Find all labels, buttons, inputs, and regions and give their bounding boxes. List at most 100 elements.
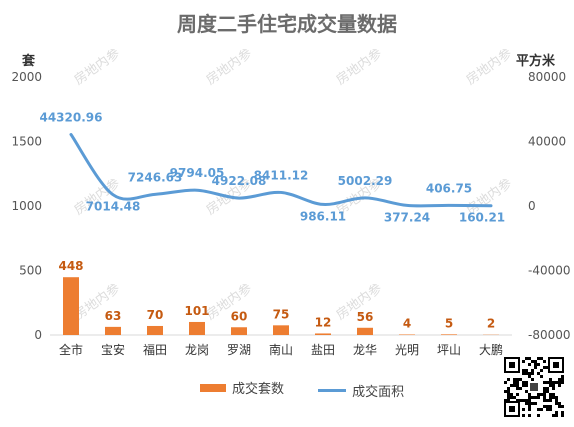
qr-module — [528, 375, 531, 378]
bar-label-4: 60 — [231, 309, 248, 323]
qr-module — [558, 381, 561, 384]
watermark-0: 房地内参 — [71, 45, 123, 88]
bar-label-9: 5 — [445, 316, 453, 330]
qr-module — [552, 384, 555, 387]
qr-module — [537, 357, 540, 360]
qr-module — [522, 381, 525, 384]
right-tick-label-2: 0 — [528, 199, 536, 213]
bar-label-0: 448 — [58, 259, 83, 273]
legend-item-bars: 成交套数 — [200, 378, 284, 397]
qr-module — [549, 381, 552, 384]
qr-module — [546, 405, 549, 408]
qr-module — [549, 405, 552, 408]
qr-module — [537, 396, 540, 399]
qr-module — [519, 378, 522, 381]
qr-module — [546, 381, 549, 384]
qr-module — [528, 393, 531, 396]
qr-module — [555, 402, 558, 405]
qr-module — [561, 378, 564, 381]
qr-module — [504, 381, 507, 384]
qr-module — [516, 381, 519, 384]
qr-module — [543, 399, 546, 402]
qr-module — [507, 399, 510, 402]
watermark-3: 房地内参 — [463, 45, 515, 88]
qr-module — [528, 357, 531, 360]
legend-swatch-bars — [200, 383, 226, 392]
bar-2 — [147, 325, 163, 335]
qr-module — [552, 381, 555, 384]
legend-item-line: 成交面积 — [318, 381, 404, 400]
qr-module — [555, 396, 558, 399]
left-tick-label-3: 1500 — [11, 135, 42, 149]
left-tick-label-0: 0 — [34, 328, 42, 342]
qr-module — [561, 405, 564, 408]
qr-module — [534, 363, 537, 366]
qr-module — [543, 396, 546, 399]
qr-module — [513, 378, 516, 381]
qr-module — [510, 393, 513, 396]
qr-module — [528, 414, 531, 417]
qr-module — [534, 360, 537, 363]
qr-module — [543, 393, 546, 396]
qr-module — [537, 414, 540, 417]
qr-module — [553, 362, 559, 368]
qr-module — [516, 387, 519, 390]
legend-swatch-line — [318, 388, 347, 392]
qr-module — [540, 357, 543, 360]
line-label-8: 377.24 — [384, 210, 430, 224]
qr-module — [525, 384, 528, 387]
watermark-1: 房地内参 — [203, 45, 255, 88]
bar-4 — [231, 327, 247, 335]
line-label-6: 986.11 — [300, 209, 346, 223]
qr-module — [522, 408, 525, 411]
qr-module — [510, 384, 513, 387]
qr-module — [531, 396, 534, 399]
qr-module — [528, 405, 531, 408]
line-label-1: 7014.48 — [86, 200, 141, 214]
left-tick-label-1: 500 — [19, 264, 42, 278]
category-label-9: 坪山 — [437, 343, 461, 357]
bar-8 — [399, 334, 415, 335]
qr-module — [558, 378, 561, 381]
category-label-6: 盐田 — [311, 343, 335, 357]
qr-module — [507, 378, 510, 381]
right-tick-label-4: 80000 — [528, 70, 566, 84]
qr-module — [522, 369, 525, 372]
line-label-2: 7246.63 — [128, 170, 183, 184]
qr-module — [546, 399, 549, 402]
bar-5 — [273, 325, 289, 335]
qr-module — [522, 384, 525, 387]
bar-1 — [105, 326, 121, 335]
qr-module — [558, 384, 561, 387]
qr-module — [509, 362, 515, 368]
qr-module — [531, 402, 534, 405]
qr-module — [543, 360, 546, 363]
qr-module — [513, 396, 516, 399]
bar-0 — [63, 277, 79, 335]
bar-label-8: 4 — [403, 316, 411, 330]
qr-module — [555, 411, 558, 414]
left-tick-label-2: 1000 — [11, 199, 42, 213]
qr-module — [528, 372, 531, 375]
bar-label-7: 56 — [357, 310, 374, 324]
line-label-4: 4922.08 — [212, 174, 267, 188]
legend: 成交套数 成交面积 — [200, 378, 434, 400]
qr-module — [531, 360, 534, 363]
qr-module — [534, 396, 537, 399]
line-label-3: 9794.05 — [170, 166, 225, 180]
qr-module — [546, 366, 549, 369]
qr-module — [537, 408, 540, 411]
qr-module — [549, 384, 552, 387]
qr-module — [530, 383, 538, 391]
bar-6 — [315, 333, 331, 335]
qr-module — [513, 381, 516, 384]
qr-module — [507, 396, 510, 399]
qr-module — [540, 393, 543, 396]
qr-module — [543, 390, 546, 393]
qr-module — [549, 393, 552, 396]
qr-module — [504, 399, 507, 402]
bar-label-6: 12 — [315, 315, 332, 329]
bar-label-3: 101 — [184, 304, 209, 318]
